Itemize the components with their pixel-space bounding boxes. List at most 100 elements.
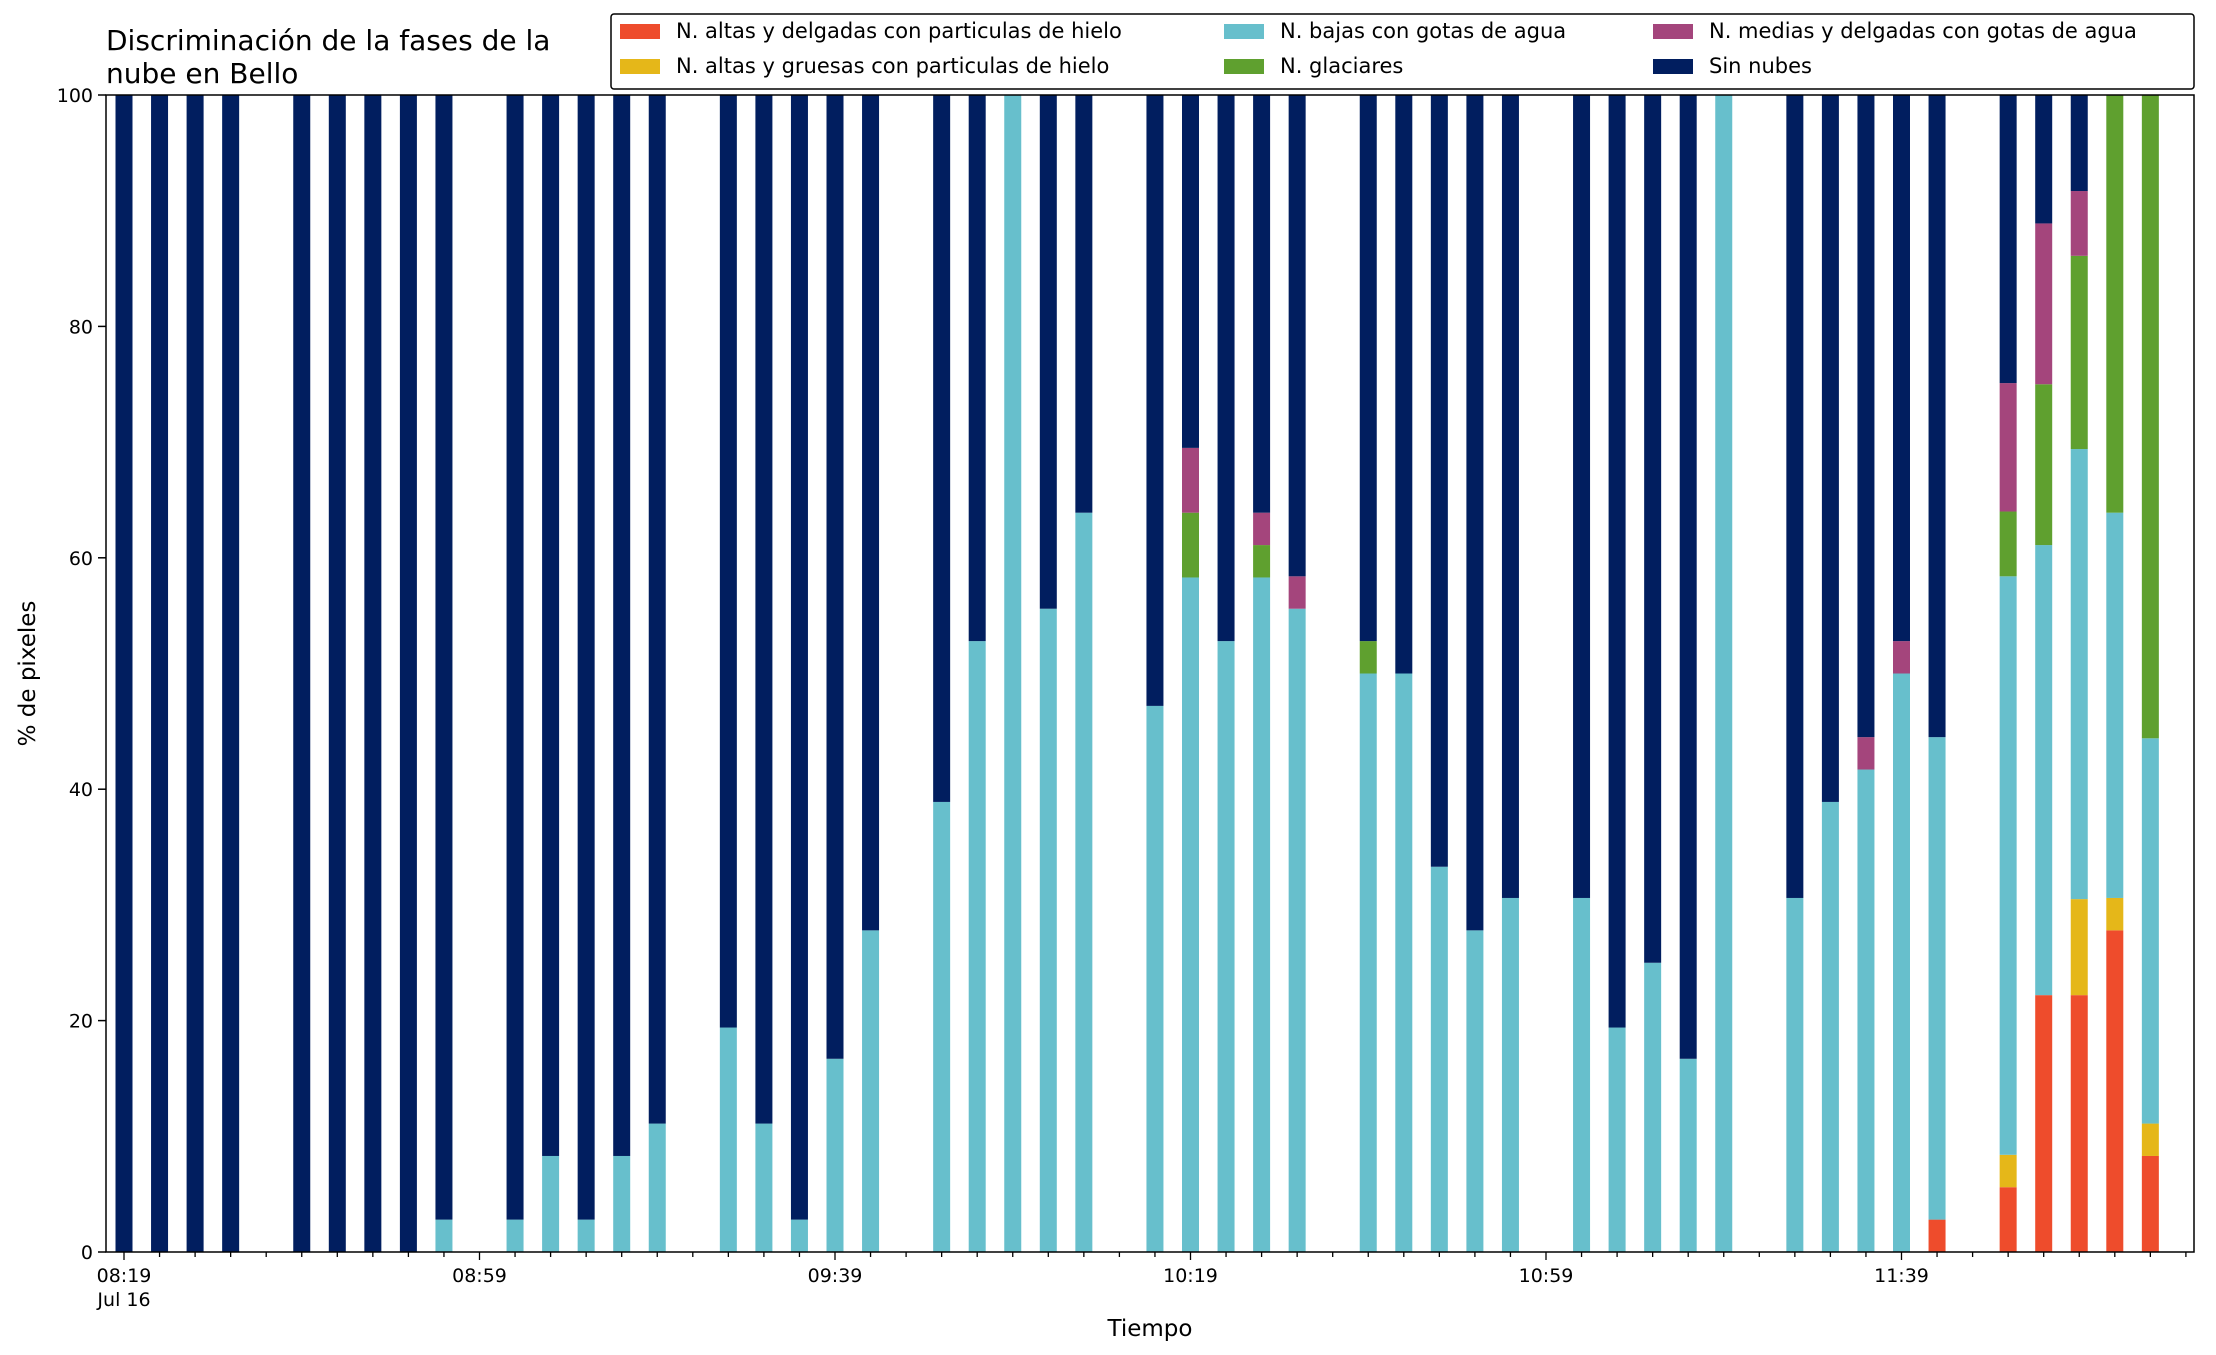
bar-segment <box>1217 641 1235 1252</box>
bar-segment <box>1715 95 1733 1252</box>
bar-segment <box>328 95 346 1252</box>
bar-stack <box>755 95 773 1252</box>
bar-segment <box>826 95 844 1059</box>
bar-segment <box>613 1155 631 1252</box>
bar-segment <box>1359 95 1377 642</box>
bar-segment <box>1501 897 1519 1252</box>
bar-segment <box>399 95 417 1252</box>
bar-segment <box>435 95 453 1220</box>
legend-label: N. altas y gruesas con particulas de hie… <box>676 54 1109 78</box>
bar-stack <box>186 95 204 1252</box>
bar-segment <box>1146 705 1164 1252</box>
bar-segment <box>1928 737 1946 1220</box>
bar-stack <box>790 95 808 1252</box>
bar-segment <box>1679 95 1697 1059</box>
legend-swatch <box>1653 24 1693 39</box>
bar-stack <box>328 95 346 1252</box>
legend-item: N. altas y delgadas con particulas de hi… <box>620 19 1122 43</box>
bar-stack <box>1253 95 1271 1252</box>
bar-segment <box>151 95 169 1252</box>
legend-item: N. glaciares <box>1224 54 1403 78</box>
bar-segment <box>1430 866 1448 1252</box>
bar-segment <box>1999 576 2017 1155</box>
y-tick-label: 60 <box>69 548 93 570</box>
legend-label: N. altas y delgadas con particulas de hi… <box>676 19 1122 43</box>
bar-segment <box>2106 897 2124 931</box>
bar-stack <box>862 95 880 1252</box>
bar-segment <box>1466 95 1484 931</box>
bar-stack <box>2035 95 2053 1252</box>
bar-stack <box>1928 95 1946 1252</box>
bar-stack <box>435 95 453 1252</box>
bar-stack <box>1359 95 1377 1252</box>
bar-segment <box>1288 576 1306 609</box>
bar-stack <box>2141 95 2159 1252</box>
bar-segment <box>1075 512 1093 1252</box>
bar-stack <box>1786 95 1804 1252</box>
bar-segment <box>2070 899 2088 996</box>
bar-segment <box>2035 223 2053 385</box>
bar-segment <box>364 95 382 1252</box>
bar-segment <box>2070 449 2088 900</box>
bar-segment <box>2141 738 2159 1124</box>
bar-stack <box>577 95 595 1252</box>
bar-stack <box>115 95 133 1252</box>
bar-segment <box>968 95 986 642</box>
bar-stack <box>1821 95 1839 1252</box>
legend: N. altas y delgadas con particulas de hi… <box>610 13 2195 90</box>
bars-layer <box>115 95 2159 1252</box>
bar-segment <box>790 1219 808 1252</box>
bar-segment <box>2141 1155 2159 1252</box>
bar-segment <box>790 95 808 1220</box>
bar-segment <box>719 1027 737 1252</box>
bar-segment <box>2070 191 2088 256</box>
bar-stack <box>1146 95 1164 1252</box>
bar-stack <box>1999 95 2017 1252</box>
bar-segment <box>1999 1154 2017 1188</box>
y-tick-label: 0 <box>81 1242 93 1264</box>
legend-item: N. altas y gruesas con particulas de hie… <box>620 54 1109 78</box>
legend-swatch <box>1224 24 1264 39</box>
bar-segment <box>1253 545 1271 578</box>
bar-segment <box>1182 512 1199 578</box>
bar-segment <box>2035 995 2053 1252</box>
bar-segment <box>1679 1058 1697 1252</box>
y-tick-label: 100 <box>57 85 93 107</box>
bar-stack <box>1573 95 1591 1252</box>
bar-segment <box>933 95 951 802</box>
x-tick-label: 10:59 <box>1519 1265 1574 1287</box>
bar-stack <box>399 95 417 1252</box>
bar-segment <box>222 95 240 1252</box>
chart-title-line-1: Discriminación de la fases de la <box>106 24 550 57</box>
bar-segment <box>1999 383 2017 512</box>
y-tick-label: 80 <box>69 316 93 338</box>
bar-segment <box>577 1219 595 1252</box>
bar-segment <box>2035 384 2053 546</box>
bar-stack <box>2070 95 2088 1252</box>
bar-segment <box>826 1058 844 1252</box>
bar-stack <box>826 95 844 1252</box>
bar-segment <box>1786 897 1804 1252</box>
legend-item: N. medias y delgadas con gotas de agua <box>1653 19 2137 43</box>
x-tick-label: 08:19 <box>97 1265 152 1287</box>
bar-segment <box>577 95 595 1220</box>
y-axis: 0 20 40 60 80 100 <box>57 85 106 1264</box>
legend-swatch <box>620 59 660 74</box>
bar-segment <box>1217 95 1235 642</box>
bar-stack <box>1608 95 1626 1252</box>
bar-segment <box>1857 737 1875 770</box>
bar-segment <box>1075 95 1093 513</box>
legend-label: N. medias y delgadas con gotas de agua <box>1709 19 2137 43</box>
bar-stack <box>506 95 524 1252</box>
bar-segment <box>2070 95 2088 192</box>
bar-stack <box>1893 95 1910 1252</box>
legend-swatch <box>1653 59 1693 74</box>
chart-title-line-2: nube en Bello <box>106 57 298 90</box>
bar-segment <box>1395 673 1413 1252</box>
bar-stack <box>364 95 382 1252</box>
legend-item: Sin nubes <box>1653 54 1812 78</box>
bar-segment <box>755 1123 773 1252</box>
bar-stack <box>1288 95 1306 1252</box>
